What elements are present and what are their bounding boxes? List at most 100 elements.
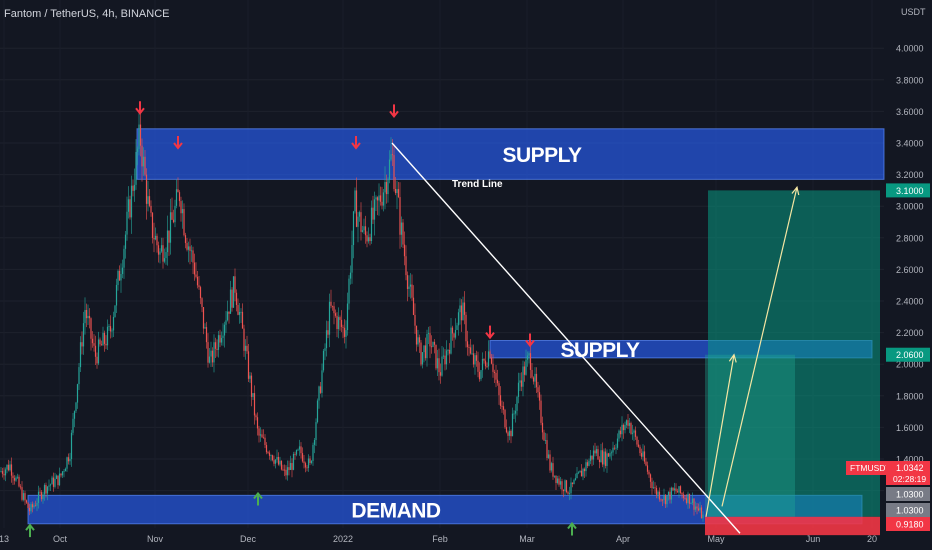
position-tool[interactable]	[705, 190, 880, 536]
time-axis[interactable]: 13 Oct Nov Dec 2022 Feb Mar Apr May Jun 20	[0, 534, 877, 544]
candle-body	[121, 267, 124, 274]
candle-body	[604, 451, 607, 466]
candle-body	[673, 488, 676, 491]
candle-body	[327, 330, 329, 335]
candle-body	[181, 209, 184, 214]
candle-body	[310, 460, 313, 463]
target-price-label: 3.1000	[896, 186, 924, 196]
candle-body	[10, 464, 13, 476]
candle-body	[682, 494, 685, 498]
candle-body	[34, 505, 37, 507]
candle-body	[666, 495, 668, 505]
candle-body	[396, 189, 398, 194]
candle-body	[634, 430, 637, 437]
candle-body	[526, 355, 529, 360]
candle-body	[646, 465, 649, 472]
candle-body	[405, 256, 407, 276]
projection-arrow-1	[705, 354, 735, 517]
candle-body	[322, 350, 325, 371]
candle-body	[337, 317, 340, 330]
candle-body	[279, 460, 281, 465]
candle-body	[106, 326, 109, 346]
candle-body	[288, 467, 290, 471]
candle-body	[40, 492, 43, 500]
candle-body	[418, 337, 421, 343]
candle-body	[661, 499, 664, 501]
candle-body	[654, 487, 656, 489]
candle-body	[219, 335, 221, 343]
candle-body	[150, 205, 152, 213]
candle-body	[592, 450, 595, 460]
candle-body	[43, 485, 46, 495]
candle-body	[340, 319, 343, 327]
candle-body	[339, 317, 341, 320]
candle-body	[379, 195, 382, 202]
candle-body	[445, 350, 448, 365]
candle-body	[256, 417, 259, 429]
candle-body	[537, 387, 539, 393]
candle-body	[204, 327, 206, 329]
candle-body	[465, 314, 467, 342]
candle-body	[450, 327, 452, 354]
candle-body	[186, 243, 188, 250]
candle-body	[24, 493, 26, 501]
zones-labels-layer: SUPPLY SUPPLY DEMAND	[351, 144, 640, 523]
candle-body	[417, 337, 419, 345]
symbol-tag: FTMUSDT	[850, 463, 891, 473]
candle-body	[274, 459, 277, 464]
candle-body	[358, 212, 361, 217]
down-arrow-icon-head	[525, 339, 535, 348]
candle-body	[0, 471, 2, 472]
candle-body	[201, 298, 203, 308]
candle-body	[27, 502, 29, 508]
candle-body	[285, 469, 287, 476]
candle-body	[162, 245, 164, 262]
candle-body	[240, 311, 242, 313]
time-tick-label: 13	[0, 534, 9, 544]
price-tick-label: 3.0000	[896, 202, 924, 212]
candle-body	[268, 452, 271, 456]
candle-body	[319, 386, 322, 393]
up-arrow-icon-head	[567, 521, 577, 530]
candle-body	[579, 470, 581, 473]
candle-body	[475, 355, 478, 361]
candle-body	[13, 478, 16, 481]
candle-body	[508, 430, 511, 436]
candle-body	[522, 366, 524, 387]
candle-body	[223, 324, 226, 336]
candle-body	[249, 375, 251, 379]
drawings-layer[interactable]: Trend Line	[25, 101, 800, 538]
price-tick-label: 3.6000	[896, 107, 924, 117]
candle-body	[501, 405, 503, 407]
candle-body	[549, 454, 551, 471]
candle-body	[76, 384, 79, 403]
candle-body	[88, 315, 91, 319]
candle-body	[132, 185, 134, 191]
candle-body	[610, 452, 613, 454]
down-arrow-icon-head	[173, 142, 183, 150]
chart-title: Fantom / TetherUS, 4h, BINANCE	[4, 8, 170, 20]
candle-body	[390, 154, 392, 160]
candle-body	[54, 478, 56, 487]
candle-body	[597, 449, 599, 460]
candle-body	[222, 335, 224, 338]
candle-body	[546, 440, 548, 458]
candle-body	[114, 305, 116, 317]
candle-body	[193, 262, 196, 275]
candle-body	[462, 302, 464, 321]
price-axis[interactable]: 4.0000 3.8000 3.6000 3.4000 3.2000 3.0000 2.80…	[846, 7, 930, 531]
candle-body	[148, 196, 151, 206]
candle-body	[3, 473, 5, 476]
candle-body	[478, 371, 481, 380]
candle-body	[39, 491, 41, 493]
candle-body	[619, 430, 622, 435]
price-tick-label: 2.8000	[896, 233, 924, 243]
candle-body	[361, 230, 364, 232]
candle-body	[648, 471, 650, 475]
candle-body	[633, 430, 635, 433]
candle-body	[289, 463, 292, 471]
time-tick-label: Jun	[806, 534, 821, 544]
candle-body	[571, 482, 574, 485]
candle-body	[600, 450, 602, 463]
